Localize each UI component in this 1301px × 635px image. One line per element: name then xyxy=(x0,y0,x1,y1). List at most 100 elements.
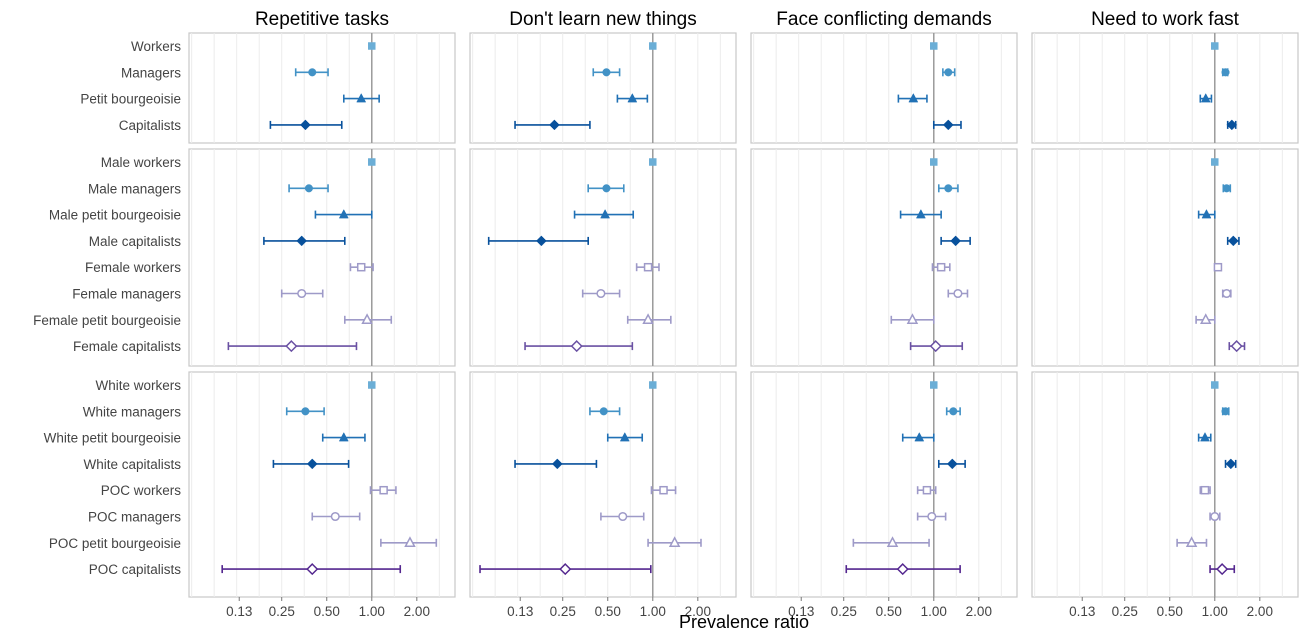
estimate-mark xyxy=(587,184,625,193)
x-tick-label: 2.00 xyxy=(685,604,711,619)
x-tick-label: 0.25 xyxy=(269,604,295,619)
point-estimate xyxy=(297,288,307,299)
point-estimate xyxy=(361,313,373,325)
point-estimate xyxy=(304,184,313,193)
panel-frame xyxy=(188,371,456,598)
point-estimate xyxy=(649,158,657,166)
point-estimate xyxy=(368,381,376,389)
point-estimate xyxy=(596,288,606,299)
estimate-mark xyxy=(606,432,644,442)
point-estimate xyxy=(1222,184,1231,193)
point-estimate xyxy=(379,485,388,495)
x-tick-label: 0.13 xyxy=(1069,604,1095,619)
row-label: Petit bourgeoisie xyxy=(80,92,181,107)
estimate-mark xyxy=(369,485,397,495)
x-tick-label: 0.13 xyxy=(226,604,252,619)
estimate-mark xyxy=(1197,209,1216,219)
point-estimate xyxy=(930,158,938,166)
point-estimate xyxy=(915,209,926,219)
point-estimate xyxy=(930,381,938,389)
estimate-mark xyxy=(1195,313,1216,325)
point-estimate xyxy=(642,313,654,325)
point-estimate xyxy=(1213,262,1223,272)
x-tick-label: 0.25 xyxy=(831,604,857,619)
point-estimate xyxy=(559,563,572,576)
estimate-mark xyxy=(1176,536,1208,548)
point-estimate xyxy=(338,432,349,442)
row-label: Managers xyxy=(121,65,181,80)
estimate-mark xyxy=(845,563,961,576)
x-tick-label: 2.00 xyxy=(966,604,992,619)
estimate-mark xyxy=(649,42,657,50)
facet-title: Need to work fast xyxy=(1091,9,1240,30)
point-estimate xyxy=(1201,209,1212,219)
estimate-mark xyxy=(1226,119,1238,131)
point-estimate xyxy=(1221,68,1230,77)
point-estimate xyxy=(599,407,608,416)
panel-frame xyxy=(188,148,456,367)
x-tick-label: 0.13 xyxy=(507,604,533,619)
row-label: White petit bourgeoisie xyxy=(44,431,181,446)
estimate-mark xyxy=(479,563,652,576)
estimate-mark xyxy=(647,536,702,548)
estimate-mark xyxy=(649,158,657,166)
point-estimate xyxy=(356,262,366,272)
estimate-mark xyxy=(909,340,964,353)
estimate-mark xyxy=(897,93,928,103)
x-tick-label: 0.25 xyxy=(550,604,576,619)
panel-frame xyxy=(1031,148,1299,367)
point-estimate xyxy=(301,407,310,416)
estimate-mark xyxy=(314,209,373,219)
estimate-mark xyxy=(600,511,645,522)
point-estimate xyxy=(906,313,919,325)
row-label: Female petit bourgeoisie xyxy=(33,313,181,328)
estimate-mark xyxy=(899,209,942,219)
point-estimate xyxy=(936,262,946,272)
point-estimate xyxy=(1226,119,1238,131)
estimate-mark xyxy=(1221,288,1232,299)
estimate-mark xyxy=(930,381,938,389)
estimate-mark xyxy=(916,511,947,522)
point-estimate xyxy=(930,42,938,50)
panel-frame xyxy=(469,371,737,598)
point-estimate xyxy=(950,235,961,247)
estimate-mark xyxy=(573,209,635,219)
estimate-mark xyxy=(1211,381,1219,389)
estimate-mark xyxy=(1211,158,1219,166)
point-estimate xyxy=(300,119,311,131)
estimate-mark xyxy=(931,262,951,272)
estimate-mark xyxy=(288,184,329,193)
point-estimate xyxy=(1211,381,1219,389)
panel-frame xyxy=(750,32,1018,144)
estimate-mark xyxy=(581,288,621,299)
point-estimate xyxy=(929,340,942,353)
point-estimate xyxy=(908,93,919,103)
estimate-mark xyxy=(1221,407,1230,416)
estimate-mark xyxy=(368,381,376,389)
x-tick-label: 0.50 xyxy=(314,604,340,619)
estimate-mark xyxy=(294,68,329,77)
estimate-mark xyxy=(349,262,374,272)
panel-frame xyxy=(1031,32,1299,144)
point-estimate xyxy=(649,42,657,50)
point-estimate xyxy=(946,458,958,470)
x-tick-label: 0.13 xyxy=(788,604,814,619)
point-estimate xyxy=(356,93,367,103)
estimate-mark xyxy=(514,458,598,470)
point-estimate xyxy=(296,235,308,247)
estimate-mark xyxy=(1211,42,1219,50)
point-estimate xyxy=(551,458,563,470)
x-tick-label: 0.25 xyxy=(1112,604,1138,619)
point-estimate xyxy=(1225,458,1237,470)
estimate-mark xyxy=(937,184,959,193)
x-tick-label: 0.50 xyxy=(595,604,621,619)
point-estimate xyxy=(649,381,657,389)
point-estimate xyxy=(886,536,899,548)
estimate-mark xyxy=(342,93,380,103)
point-estimate xyxy=(1199,313,1212,325)
point-estimate xyxy=(618,511,628,522)
point-estimate xyxy=(1185,536,1198,548)
estimate-mark xyxy=(514,119,591,131)
estimate-mark xyxy=(649,381,657,389)
